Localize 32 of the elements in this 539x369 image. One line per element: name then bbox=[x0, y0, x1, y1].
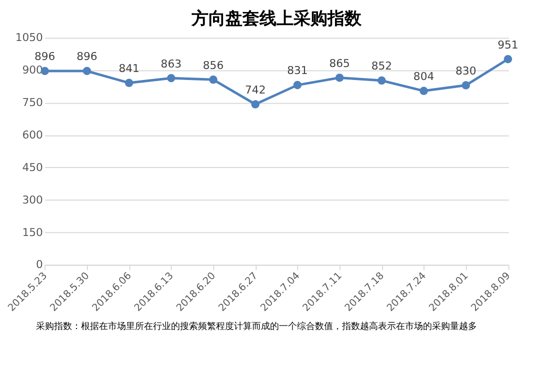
y-tick-label: 0 bbox=[36, 258, 44, 272]
data-label: 863 bbox=[160, 57, 182, 70]
data-label: 831 bbox=[287, 64, 308, 78]
point bbox=[293, 80, 302, 90]
data-label: 951 bbox=[498, 38, 518, 52]
data-label: 852 bbox=[371, 60, 392, 73]
point bbox=[82, 66, 92, 76]
data-label: 804 bbox=[413, 70, 434, 84]
y-tick-label: 750 bbox=[22, 96, 44, 110]
point bbox=[251, 100, 260, 108]
point bbox=[124, 78, 134, 88]
text: 采购指数：根据在市场里所在行业的搜索频繁程度计算而成的一个综合数值，指数越高表示在市场的采购量越多 bbox=[36, 320, 478, 332]
chart-title: 方向盘套线上采购指数 bbox=[190, 8, 362, 28]
y-tick-label: 450 bbox=[22, 160, 44, 174]
y-tick-label: 150 bbox=[22, 226, 44, 239]
data-label: 856 bbox=[202, 58, 224, 72]
data-label: 830 bbox=[456, 64, 476, 78]
point bbox=[420, 86, 428, 96]
point bbox=[504, 54, 512, 64]
data-label: 896 bbox=[34, 50, 56, 64]
data-label: 841 bbox=[118, 62, 140, 76]
y-tick-label: 600 bbox=[22, 128, 44, 142]
point bbox=[462, 81, 470, 90]
y-tick-label: 1050 bbox=[15, 31, 44, 44]
point bbox=[378, 76, 386, 85]
data-label: 742 bbox=[245, 83, 266, 96]
point bbox=[209, 76, 218, 84]
point bbox=[335, 74, 344, 82]
point bbox=[167, 74, 176, 82]
data-label: 865 bbox=[329, 56, 350, 70]
y-tick-label: 300 bbox=[22, 193, 44, 206]
data-label: 896 bbox=[76, 50, 98, 64]
